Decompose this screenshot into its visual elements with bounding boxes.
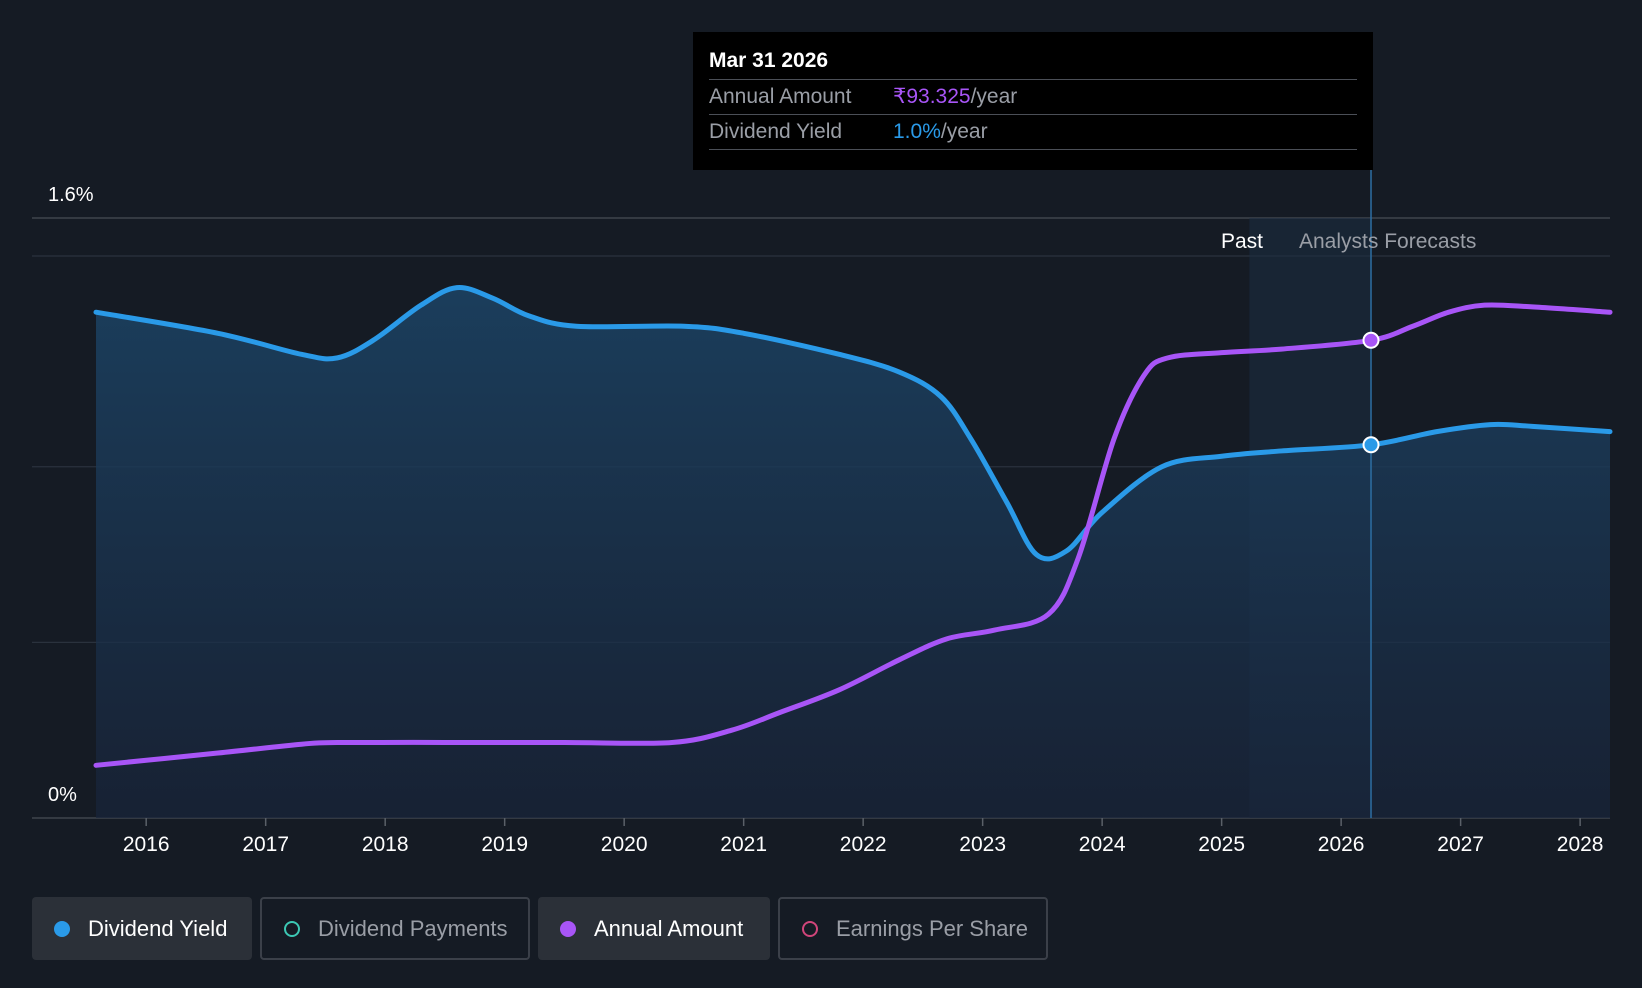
x-tick-label: 2017 [242, 833, 289, 856]
y-tick-label: 1.6% [48, 184, 94, 206]
x-tick-label: 2027 [1437, 833, 1484, 856]
forecast-label: Analysts Forecasts [1299, 230, 1477, 253]
tooltip-row-annual-amount: Annual Amount ₹93.325 /year [709, 79, 1357, 114]
legend-label: Earnings Per Share [836, 915, 1028, 941]
tooltip-label: Dividend Yield [709, 120, 843, 143]
legend-label: Annual Amount [594, 915, 744, 941]
x-tick-label: 2022 [840, 833, 887, 856]
x-tick-label: 2024 [1079, 833, 1126, 856]
tooltip-date: Mar 31 2026 [709, 49, 829, 72]
tooltip-unit: /year [940, 120, 988, 143]
legend-annual-amount[interactable]: Annual Amount [538, 897, 770, 960]
tooltip-unit: /year [970, 85, 1018, 108]
x-tick-label: 2028 [1557, 833, 1604, 856]
dividend-yield-area [96, 287, 1610, 818]
x-tick-label: 2023 [959, 833, 1006, 856]
hollow-dot-icon [802, 920, 818, 937]
filled-dot-icon [54, 920, 70, 937]
legend-label: Dividend Payments [318, 915, 508, 941]
x-tick-label: 2016 [123, 833, 170, 856]
tooltip: Mar 31 2026 Annual Amount ₹93.325 /year … [693, 32, 1373, 170]
past-label: Past [1221, 230, 1264, 253]
dividend-yield-line [93, 285, 1613, 562]
tooltip-row-dividend-yield: Dividend Yield 1.0% /year [709, 114, 1357, 150]
filled-dot-icon [560, 920, 576, 937]
legend-dividend-yield[interactable]: Dividend Yield [32, 897, 252, 960]
hollow-dot-icon [284, 920, 300, 937]
annual-amount-marker [1362, 331, 1380, 349]
x-tick-label: 2026 [1318, 833, 1365, 856]
y-tick-label: 0% [48, 784, 77, 806]
x-tick-label: 2018 [362, 833, 409, 856]
tooltip-label: Annual Amount [709, 85, 852, 108]
dividend-yield-marker [1362, 436, 1380, 454]
legend-label: Dividend Yield [88, 915, 228, 941]
legend-dividend-payments[interactable]: Dividend Payments [260, 897, 530, 960]
legend-earnings-per-share[interactable]: Earnings Per Share [778, 897, 1048, 960]
tooltip-value: ₹93.325 [893, 85, 971, 108]
x-tick-label: 2019 [481, 833, 528, 856]
tooltip-value: 1.0% [893, 120, 941, 143]
x-tick-label: 2021 [720, 833, 767, 856]
x-tick-label: 2020 [601, 833, 648, 856]
x-tick-label: 2025 [1198, 833, 1245, 856]
annual-amount-line [93, 302, 1613, 768]
